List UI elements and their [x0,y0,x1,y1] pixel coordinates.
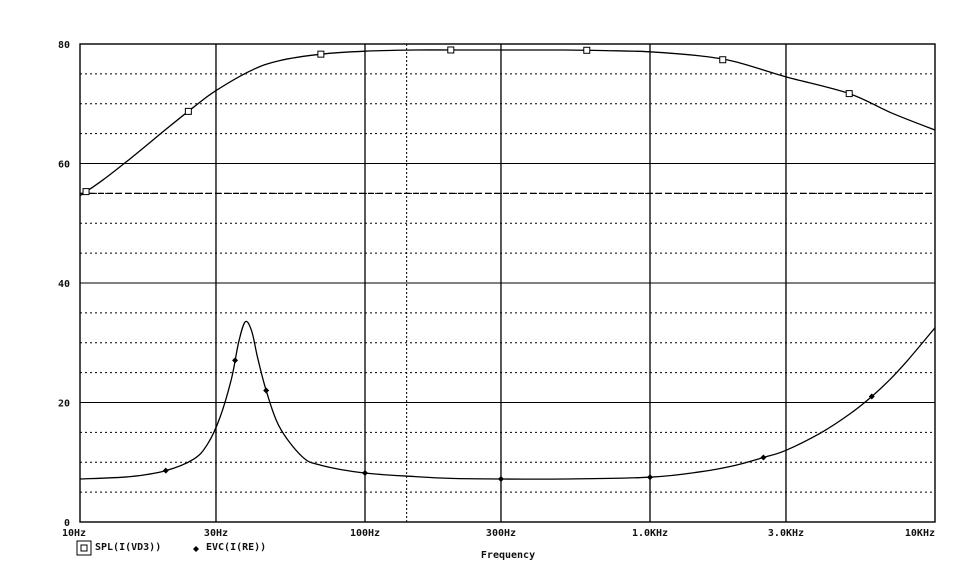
x-tick-label: 1.0KHz [632,528,668,539]
series-line-0 [80,50,935,196]
series-marker-0 [83,189,89,195]
series-marker-1 [362,470,368,476]
legend-marker-evc [193,546,199,552]
grid [80,44,935,522]
y-tick-label: 60 [58,160,70,171]
series-marker-1 [163,468,169,474]
series-line-1 [80,321,935,479]
series-marker-0 [448,47,454,53]
series-marker-1 [232,357,238,363]
x-axis-label: Frequency [481,550,535,561]
legend-entry-spl: SPL(I(VD3)) [77,541,161,555]
series-marker-1 [498,476,504,482]
x-tick-label: 100Hz [350,528,380,539]
series-marker-1 [647,474,653,480]
legend-label-evc: EVC(I(RE)) [206,542,266,553]
y-tick-label: 80 [58,40,70,51]
series-marker-1 [760,454,766,460]
x-tick-label: 300Hz [486,528,516,539]
y-tick-label: 0 [64,518,70,529]
y-tick-label: 40 [58,279,70,290]
legend-marker-spl [77,541,91,555]
series-marker-1 [263,388,269,394]
y-tick-label: 20 [58,399,70,410]
x-tick-label: 10Hz [62,528,86,539]
x-tick-label: 3.0KHz [768,528,804,539]
x-tick-label: 30Hz [204,528,228,539]
legend-entry-evc: EVC(I(RE)) [193,542,266,553]
x-tick-label: 10KHz [905,528,935,539]
series-marker-0 [584,47,590,53]
legend-marker-spl-inner [81,545,87,551]
series-marker-0 [846,91,852,97]
series-marker-0 [318,51,324,57]
series-marker-0 [720,57,726,63]
series [80,47,935,482]
legend-label-spl: SPL(I(VD3)) [95,542,161,553]
series-marker-0 [185,108,191,114]
legend: SPL(I(VD3)) EVC(I(RE)) [77,541,266,555]
